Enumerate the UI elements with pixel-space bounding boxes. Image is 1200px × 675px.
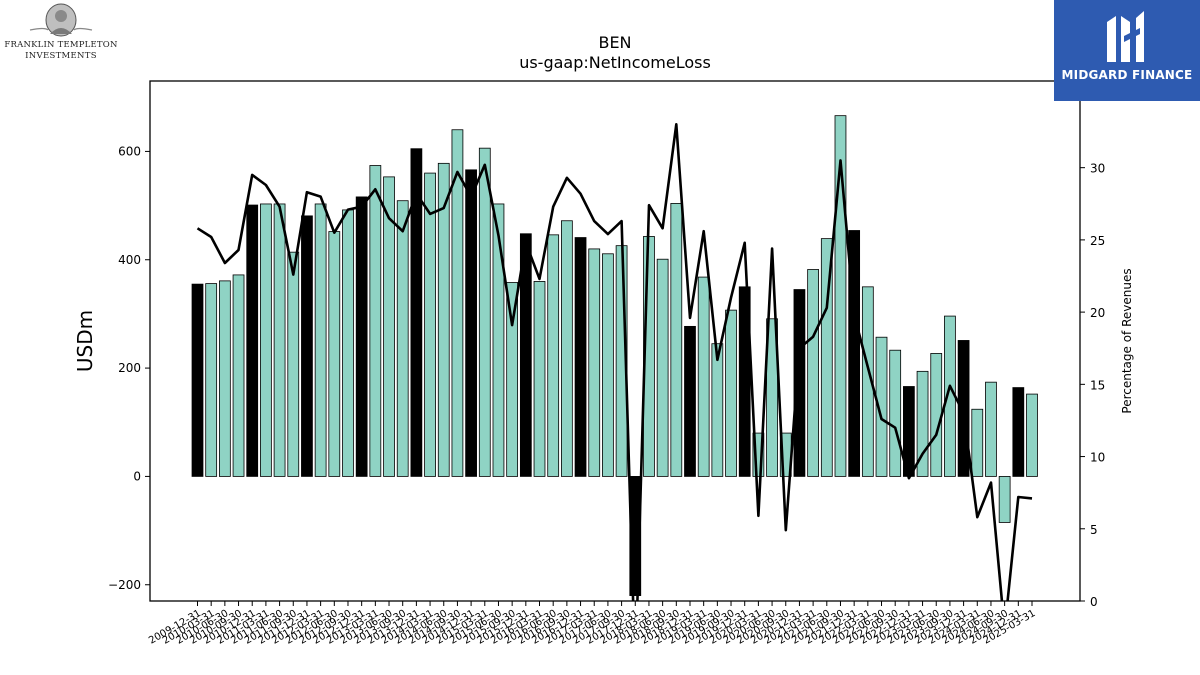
bar-2011-12-31: [301, 215, 313, 477]
bar-2020-12-31: [793, 289, 806, 477]
bar-2018-12-31: [684, 325, 696, 477]
y2-tick-label: 0: [1090, 595, 1098, 609]
bar-2021-09-30: [834, 115, 847, 477]
bar-2017-03-31: [588, 248, 601, 477]
bar-2023-12-31: [957, 340, 970, 477]
bar-2012-12-31: [355, 196, 368, 477]
bar-2017-06-30: [602, 253, 614, 477]
bar-2018-09-30: [670, 203, 683, 477]
y2-tick-label: 30: [1090, 162, 1105, 176]
bar-2016-09-30: [560, 220, 573, 477]
bar-2009-12-31: [191, 283, 204, 477]
bar-2019-03-31: [697, 276, 710, 477]
y2-tick-label: 10: [1090, 451, 1105, 465]
bar-2019-06-30: [711, 343, 724, 477]
bar-2013-03-31: [369, 165, 382, 477]
bar-2021-12-31: [848, 230, 861, 477]
y-tick-label: 200: [118, 361, 141, 375]
bar-2013-09-30: [396, 200, 409, 477]
bar-2014-12-31: [465, 169, 477, 477]
bar-2022-03-31: [861, 286, 874, 477]
percentage-line: [196, 123, 1033, 601]
bar-2014-06-30: [437, 162, 450, 477]
bar-2011-09-30: [287, 251, 300, 477]
bar-2021-03-31: [807, 269, 819, 477]
bar-2013-12-31: [410, 148, 423, 477]
bar-2010-12-31: [246, 204, 259, 477]
chart-subtitle: us-gaap:NetIncomeLoss: [519, 53, 711, 72]
bar-2011-03-31: [260, 203, 272, 477]
bar-2012-03-31: [314, 203, 327, 477]
bar-2023-06-30: [930, 353, 943, 477]
bar-2019-09-30: [725, 309, 737, 477]
bar-2022-06-30: [875, 336, 888, 477]
midgard-mark-icon: [1107, 11, 1144, 62]
y-tick-label: 600: [118, 144, 141, 158]
bar-2024-03-31: [971, 408, 984, 477]
franklin-name-line2: INVESTMENTS: [25, 51, 97, 61]
bar-2024-06-30: [985, 381, 997, 477]
bar-2019-12-31: [738, 286, 751, 477]
midgard-name: MIDGARD FINANCE: [1061, 68, 1193, 82]
bar-2024-12-31: [1012, 387, 1025, 477]
bar-2025-03-31: [1026, 393, 1038, 477]
y2-tick-label: 5: [1090, 523, 1098, 537]
bar-2012-06-30: [328, 231, 341, 477]
bar-2010-09-30: [232, 274, 245, 477]
y2-axis-label: Percentage of Revenues: [1120, 268, 1134, 413]
bar-2020-03-31: [752, 432, 765, 477]
chart-title: BEN: [598, 33, 631, 52]
bar-2011-06-30: [273, 203, 286, 477]
y-tick-label: 400: [118, 253, 141, 267]
plot-frame: [149, 80, 1081, 602]
bar-2016-03-31: [533, 281, 546, 477]
bar-2024-09-30: [998, 476, 1011, 523]
y-tick-label: 0: [133, 469, 141, 483]
axes-layer: −2000200400600051015202530352009-12-3120…: [108, 89, 1105, 646]
bar-2012-09-30: [342, 209, 354, 477]
bar-2015-06-30: [492, 203, 505, 477]
bar-2017-12-31: [629, 476, 642, 596]
bar-2013-06-30: [383, 176, 395, 477]
bars-layer: [191, 115, 1038, 596]
bar-2022-09-30: [889, 349, 902, 477]
y2-tick-label: 20: [1090, 306, 1105, 320]
bar-2010-06-30: [218, 280, 231, 477]
y2-tick-label: 25: [1090, 234, 1105, 248]
y2-tick-label: 15: [1090, 378, 1105, 392]
y-axis-label: USDm: [73, 310, 97, 372]
y-tick-label: −200: [108, 578, 141, 592]
franklin-templeton-logo: FRANKLIN TEMPLETON INVESTMENTS: [0, 0, 122, 66]
bar-2020-06-30: [766, 318, 778, 477]
bar-2023-03-31: [916, 370, 929, 477]
bar-2014-03-31: [424, 172, 436, 477]
bar-2015-12-31: [519, 233, 532, 477]
bar-2016-12-31: [574, 237, 587, 477]
bar-2015-03-31: [478, 147, 491, 477]
midgard-finance-logo: MIDGARD FINANCE: [1054, 0, 1200, 101]
bar-2016-06-30: [547, 234, 560, 477]
franklin-portrait-icon: [29, 3, 93, 37]
bar-2014-09-30: [451, 129, 464, 477]
bar-2021-06-30: [820, 238, 833, 477]
bar-2010-03-31: [205, 283, 218, 477]
line-layer: [196, 123, 1033, 601]
franklin-name-line1: FRANKLIN TEMPLETON: [4, 40, 118, 50]
bar-2015-09-30: [506, 282, 519, 477]
bar-2018-06-30: [656, 258, 669, 477]
